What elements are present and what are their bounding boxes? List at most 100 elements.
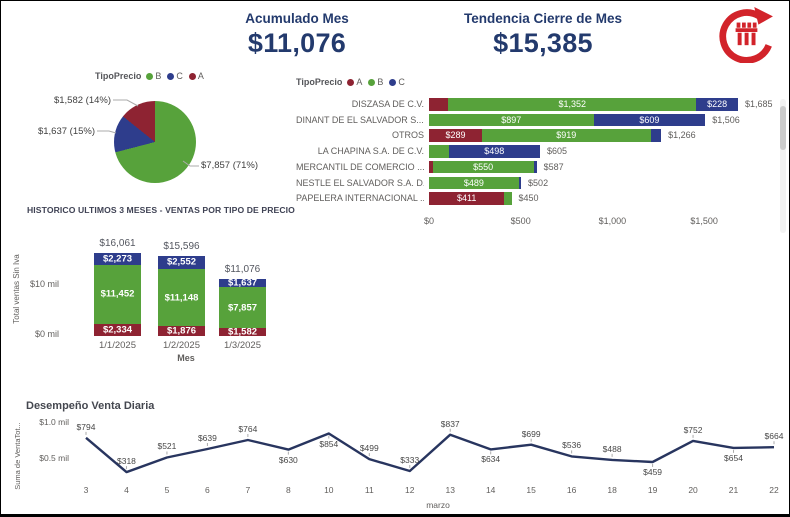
bar-chart-scrollbar[interactable]	[780, 99, 786, 233]
bar-segment-C[interactable]: $228	[696, 98, 739, 111]
column-total-label: $15,596	[163, 240, 200, 252]
bar: $498 $605	[429, 145, 567, 158]
column: $2,273 $11,452 $2,334	[94, 253, 141, 336]
bar-segment-A[interactable]: $411	[429, 192, 505, 205]
legend-item-A[interactable]: A	[347, 77, 362, 87]
column-segment-value: $1,876	[166, 325, 197, 337]
line-data-label: $521	[157, 441, 177, 452]
line-data-label: $630	[278, 454, 298, 465]
legend-item-C[interactable]: C	[389, 77, 405, 87]
kpi-tendencia-cierre: Tendencia Cierre de Mes $15,385	[443, 11, 643, 59]
line-data-label: $459	[643, 466, 663, 477]
column-segment-value: $2,552	[166, 256, 197, 268]
line-data-label: $488	[602, 443, 622, 454]
bar-total-label: $502	[528, 177, 549, 188]
bar-segment-value: $919	[556, 130, 577, 141]
legend-dot-icon	[188, 72, 196, 80]
bar-chart-legend: TipoPrecio A B C	[296, 77, 411, 88]
bar-segment-C[interactable]	[518, 176, 522, 189]
legend-dot-icon	[167, 72, 175, 80]
line-x-tick: 10	[324, 485, 334, 495]
kpi-acumulado-mes: Acumulado Mes $11,076	[197, 11, 397, 59]
column-x-axis-label: Mes	[177, 353, 195, 363]
legend-dot-icon	[389, 78, 397, 86]
column-segment-C[interactable]: $2,552	[158, 255, 205, 269]
bar-segment-A[interactable]: $289	[429, 129, 482, 142]
bar-segment-C[interactable]: $498	[448, 145, 540, 158]
bar-segment-C[interactable]	[533, 160, 537, 174]
column-segment-C[interactable]: $1,637	[219, 277, 266, 289]
bar-segment-B[interactable]: $919	[482, 129, 651, 142]
legend-item-A[interactable]: A	[188, 71, 204, 81]
bar-row: MERCANTIL DE COMERCIO ... $550 $587	[296, 160, 781, 174]
bar-segment-B[interactable]: $1,352	[448, 98, 697, 111]
bar-category-label: NESTLE EL SALVADOR S.A. D...	[296, 177, 424, 188]
bar-row: DISZASA DE C.V. $1,352 $228 $1,685	[296, 98, 781, 111]
pie-chart[interactable]	[114, 101, 196, 183]
legend-label: A	[197, 71, 204, 81]
bar: $1,352 $228 $1,685	[429, 98, 773, 111]
legend-items: A B C	[347, 77, 411, 88]
line-x-tick: 12	[405, 485, 415, 495]
bar-row: NESTLE EL SALVADOR S.A. D... $489 $502	[296, 176, 781, 189]
line-x-tick: 13	[445, 485, 455, 495]
bar-segment-C[interactable]: $609	[593, 113, 706, 127]
bar-segment-value: $1,352	[558, 99, 586, 109]
kpi-value: $15,385	[493, 28, 593, 58]
bar-x-axis: $0 $500 $1,000 $1,500	[296, 216, 781, 228]
bar-category-label: LA CHAPINA S.A. DE C.V.	[317, 146, 424, 157]
line-data-label: $654	[724, 452, 743, 463]
column: $2,552 $11,148 $1,876	[158, 255, 205, 337]
pie-chart-legend: TipoPrecio B C A	[95, 71, 210, 82]
line-x-tick: 22	[769, 485, 779, 495]
bar-row: OTROS $289 $919 $1,266	[296, 129, 781, 142]
bar-segment-value: $489	[463, 177, 484, 188]
bar-segment-A[interactable]	[429, 160, 433, 174]
bar-segment-B[interactable]	[504, 192, 512, 205]
line-data-label: $837	[440, 418, 460, 429]
pie-label-a: $1,582 (14%)	[53, 95, 111, 106]
column-segment-A[interactable]: $1,876	[158, 325, 205, 337]
line-x-tick: 15	[526, 485, 536, 495]
bar-segment-value: $228	[707, 99, 728, 109]
line-x-tick: 7	[245, 485, 251, 495]
column-segment-A[interactable]: $1,582	[219, 326, 266, 337]
column-segment-B[interactable]: $7,857	[219, 287, 266, 328]
pie-label-b: $7,857 (71%)	[201, 160, 259, 171]
bar-segment-B[interactable]	[429, 145, 449, 158]
bar-segment-B[interactable]: $489	[429, 176, 519, 189]
line-data-label: $333	[400, 455, 420, 466]
legend-title: TipoPrecio	[296, 77, 343, 88]
line-x-tick: 19	[647, 485, 658, 495]
bar-total-label: $1,266	[668, 130, 696, 141]
column-segment-A[interactable]: $2,334	[94, 323, 141, 336]
bar-row: LA CHAPINA S.A. DE C.V. $498 $605	[296, 145, 781, 158]
column-segment-B[interactable]: $11,452	[94, 264, 141, 324]
bar-segment-B[interactable]: $897	[429, 113, 594, 127]
line-month-label: marzo	[426, 500, 450, 510]
line-data-label: $639	[197, 432, 217, 443]
line-data-label: $634	[481, 454, 501, 465]
bar-segment-value: $411	[457, 193, 477, 204]
bar-segment-B[interactable]: $550	[432, 160, 534, 174]
column-segment-value: $11,148	[164, 292, 199, 304]
column-total-label: $16,061	[99, 238, 136, 250]
column-y-tick: $0 mil	[34, 329, 59, 339]
legend-item-B[interactable]: B	[146, 71, 161, 81]
legend-label: A	[356, 77, 363, 87]
column-segment-value: $2,273	[102, 253, 133, 265]
legend-label: B	[155, 71, 162, 81]
bar-segment-value: $550	[473, 161, 494, 172]
bar-chart: DISZASA DE C.V. $1,352 $228 $1,685 DINANT DE…	[296, 98, 781, 213]
scrollbar-thumb[interactable]	[780, 106, 786, 150]
legend-item-C[interactable]: C	[167, 71, 183, 81]
column-segment-value: $1,637	[227, 277, 258, 289]
bar-category-label: DINANT DE EL SALVADOR S....	[296, 114, 424, 125]
column-segment-C[interactable]: $2,273	[94, 253, 141, 265]
legend-item-B[interactable]: B	[368, 77, 383, 87]
bar-category-label: PAPELERA INTERNACIONAL ...	[296, 193, 424, 204]
column-segment-B[interactable]: $11,148	[158, 268, 205, 327]
bar-segment-C[interactable]	[650, 129, 662, 142]
bar-segment-A[interactable]	[429, 98, 449, 111]
